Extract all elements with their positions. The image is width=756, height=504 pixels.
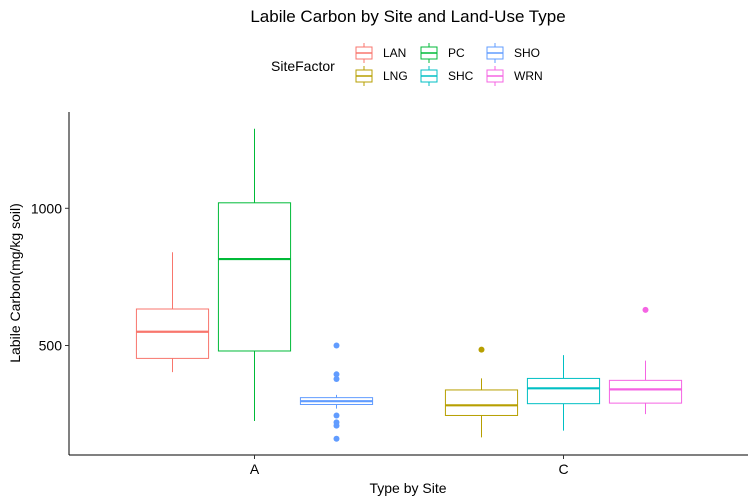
outlier-point — [333, 342, 340, 349]
outlier-point — [333, 435, 340, 442]
legend-label: SHC — [448, 69, 474, 83]
legend-item-lan: LAN — [355, 43, 406, 63]
legend-item-sho: SHO — [486, 43, 540, 63]
outlier-point — [642, 306, 649, 313]
legend-item-pc: PC — [420, 43, 465, 63]
box-body — [444, 389, 519, 416]
legend-label: LNG — [383, 69, 408, 83]
legend-label: LAN — [383, 46, 406, 60]
box-lan — [135, 252, 210, 373]
legend-title: SiteFactor — [271, 58, 335, 74]
box-body — [608, 379, 683, 404]
legend-item-wrn: WRN — [486, 66, 543, 86]
legend: SiteFactor LAN PC SHO LNG SHC WRN — [271, 43, 543, 86]
x-tick-label: C — [558, 461, 568, 477]
legend-label: WRN — [514, 69, 543, 83]
box-body — [526, 377, 601, 405]
box-shc — [526, 355, 601, 431]
outlier-point — [333, 412, 340, 419]
y-tick-label: 500 — [39, 338, 63, 354]
outlier-point — [333, 371, 340, 378]
box-sho — [299, 342, 374, 442]
outlier-point — [478, 346, 485, 353]
y-axis-ticks: 500 1000 — [31, 200, 69, 354]
x-axis-title: Type by Site — [369, 480, 446, 496]
plot-panel — [68, 112, 748, 456]
outlier-point — [333, 422, 340, 429]
box-body — [135, 308, 210, 359]
legend-label: PC — [448, 46, 465, 60]
legend-item-shc: SHC — [420, 66, 474, 86]
box-lng — [444, 346, 519, 438]
box-marks — [135, 128, 683, 442]
box-body — [217, 202, 292, 352]
y-tick-label: 1000 — [31, 200, 62, 216]
legend-item-lng: LNG — [355, 66, 408, 86]
y-axis-title: Labile Carbon(mg/kg soil) — [7, 203, 23, 363]
box-pc — [217, 128, 292, 421]
x-tick-label: A — [250, 461, 260, 477]
chart-title: Labile Carbon by Site and Land-Use Type — [250, 7, 565, 26]
box-wrn — [608, 306, 683, 415]
legend-label: SHO — [514, 46, 540, 60]
outlier-point — [333, 375, 340, 382]
